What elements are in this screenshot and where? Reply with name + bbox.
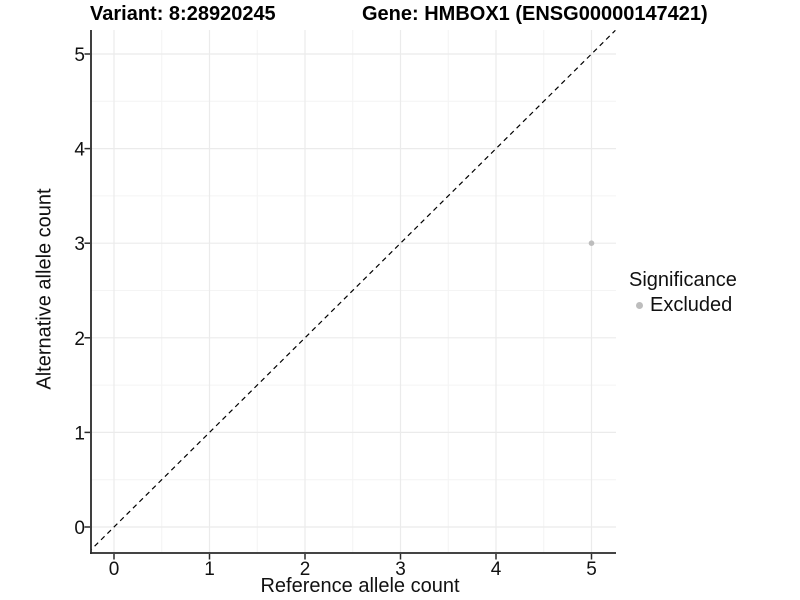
y-tick-label: 1 [74, 423, 85, 444]
legend: Significance Excluded [629, 268, 737, 317]
legend-key-dot-icon [636, 302, 643, 309]
x-tick-label: 0 [109, 559, 120, 580]
legend-item-label: Excluded [650, 294, 733, 316]
x-tick-label: 1 [204, 559, 215, 580]
y-axis-title: Alternative allele count [33, 188, 56, 390]
legend-title: Significance [629, 269, 737, 291]
y-tick-label: 3 [74, 234, 85, 255]
x-tick-label: 5 [586, 559, 597, 580]
plot-title-gene: Gene: HMBOX1 (ENSG00000147421) [362, 3, 708, 25]
plot-title-variant: Variant: 8:28920245 [90, 3, 276, 25]
data-point [588, 240, 595, 246]
y-tick-label: 4 [74, 140, 85, 161]
y-tick-label: 0 [74, 518, 85, 539]
y-tick-label: 5 [74, 45, 85, 66]
x-tick-label: 4 [491, 559, 502, 580]
y-tick-label: 2 [74, 329, 85, 350]
x-tick-label: 3 [395, 559, 406, 580]
x-axis-title: Reference allele count [260, 575, 460, 597]
x-tick-label: 2 [300, 559, 311, 580]
legend-item-excluded: Excluded [629, 294, 737, 317]
identity-dashed-line [91, 30, 616, 551]
